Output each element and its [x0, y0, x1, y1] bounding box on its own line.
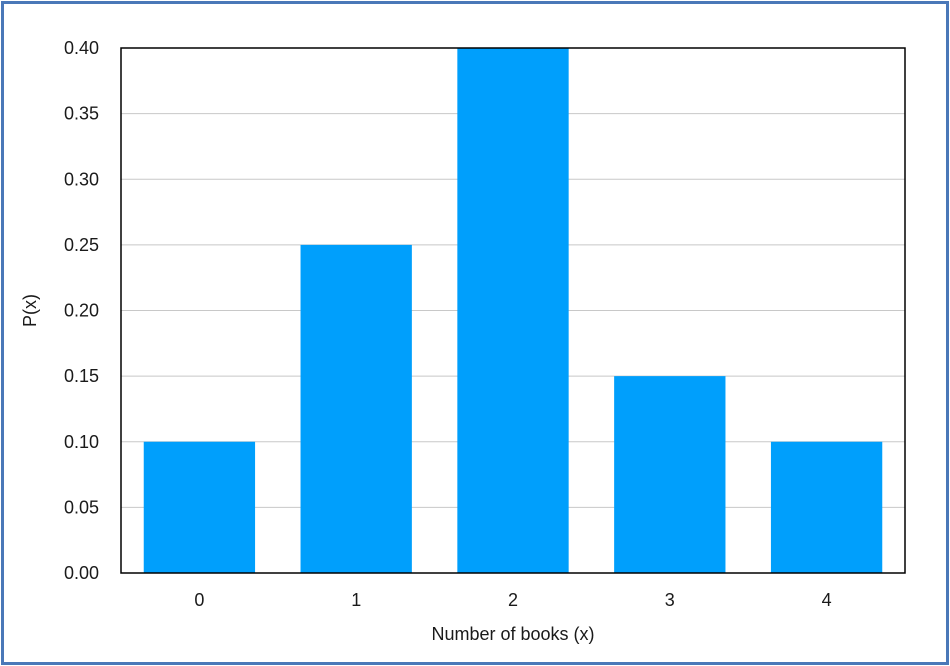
x-axis-label: Number of books (x) [431, 624, 594, 644]
y-tick-label: 0.00 [64, 563, 99, 583]
y-tick-labels: 0.00 0.05 0.10 0.15 0.20 0.25 0.30 0.35 0.40 [64, 38, 99, 583]
y-tick-label: 0.30 [64, 169, 99, 189]
y-tick-label: 0.10 [64, 432, 99, 452]
x-tick-label: 4 [822, 590, 832, 610]
bar-0 [143, 441, 256, 573]
y-axis-label: P(x) [20, 294, 40, 327]
x-tick-label: 3 [665, 590, 675, 610]
y-tick-label: 0.20 [64, 301, 99, 321]
x-tick-label: 2 [508, 590, 518, 610]
bar-1 [300, 244, 412, 573]
bar-4 [770, 441, 883, 573]
bar-3 [614, 376, 726, 573]
x-tick-label: 1 [351, 590, 361, 610]
x-tick-labels: 0 1 2 3 4 [194, 590, 831, 610]
bars [143, 48, 883, 573]
plot-border [120, 47, 906, 574]
y-tick-label: 0.40 [64, 38, 99, 58]
y-tick-label: 0.25 [64, 235, 99, 255]
bar-2 [457, 48, 569, 573]
y-tick-label: 0.15 [64, 366, 99, 386]
x-tick-label: 0 [194, 590, 204, 610]
y-tick-label: 0.35 [64, 104, 99, 124]
y-tick-label: 0.05 [64, 497, 99, 517]
